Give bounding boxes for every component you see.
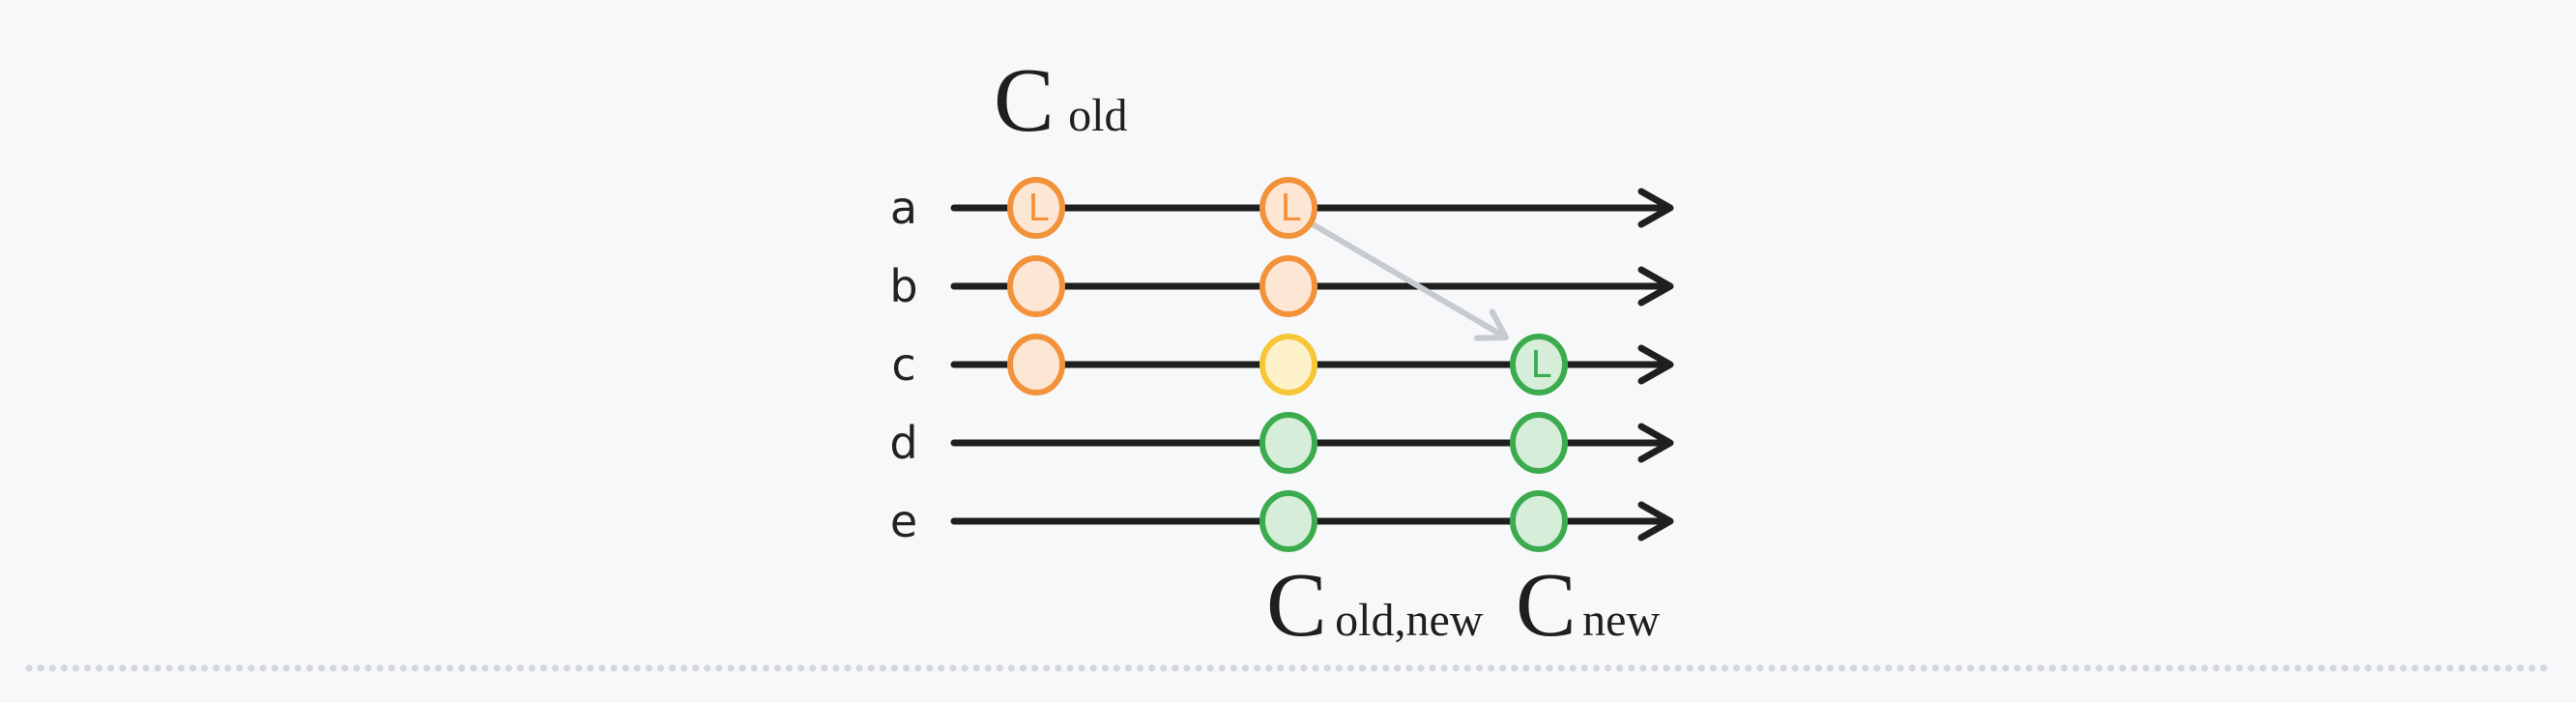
leader-transfer-arrowhead	[1474, 308, 1509, 341]
row-label-d: d	[889, 417, 917, 469]
c-new-label: C new	[1516, 555, 1660, 656]
server-node-e-stage2	[1510, 490, 1568, 552]
timeline-arrowhead-b	[1637, 266, 1674, 307]
c-old-new-label: C old,new	[1266, 555, 1484, 656]
server-node-a-stage0: L	[1007, 177, 1065, 239]
timeline-arrowhead-e	[1637, 501, 1674, 542]
c-old-main: C	[994, 50, 1055, 151]
timeline-arrowhead-d	[1637, 423, 1674, 463]
c-old-new-main: C	[1266, 555, 1327, 656]
leader-mark: L	[1028, 187, 1048, 229]
server-node-b-stage1	[1259, 255, 1317, 317]
server-node-circle	[1259, 490, 1317, 552]
server-node-d-stage2	[1510, 412, 1568, 474]
timeline-arrowhead-c	[1637, 344, 1674, 385]
server-node-circle	[1259, 334, 1317, 395]
c-new-subscript: new	[1582, 595, 1660, 646]
server-node-a-stage1: L	[1259, 177, 1317, 239]
nodes-layer: L L L	[1007, 177, 1568, 552]
server-node-circle	[1007, 334, 1065, 395]
server-node-c-stage1	[1259, 334, 1317, 395]
server-node-circle	[1259, 412, 1317, 474]
server-node-circle	[1259, 255, 1317, 317]
c-old-new-subscript: old,new	[1335, 595, 1484, 646]
leader-transfer-arrow	[1305, 219, 1509, 340]
leader-mark: L	[1530, 343, 1550, 386]
server-node-c-stage2: L	[1510, 334, 1568, 395]
server-node-c-stage0	[1007, 334, 1065, 395]
server-node-circle	[1510, 490, 1568, 552]
row-label-b: b	[889, 260, 917, 312]
server-node-b-stage0	[1007, 255, 1065, 317]
row-label-e: e	[890, 495, 917, 547]
server-node-e-stage1	[1259, 490, 1317, 552]
server-node-d-stage1	[1259, 412, 1317, 474]
server-node-circle	[1007, 177, 1065, 239]
row-label-a: a	[890, 182, 917, 234]
server-node-circle	[1510, 334, 1568, 395]
server-node-circle	[1007, 255, 1065, 317]
c-new-main: C	[1516, 555, 1577, 656]
c-old-label: C old	[994, 50, 1128, 151]
timeline-arrowhead-a	[1637, 188, 1674, 228]
server-node-circle	[1259, 177, 1317, 239]
server-node-circle	[1510, 412, 1568, 474]
transfer-layer	[1305, 219, 1509, 341]
leader-mark: L	[1280, 187, 1300, 229]
row-label-c: c	[891, 338, 915, 391]
c-old-subscript: old	[1068, 90, 1127, 141]
